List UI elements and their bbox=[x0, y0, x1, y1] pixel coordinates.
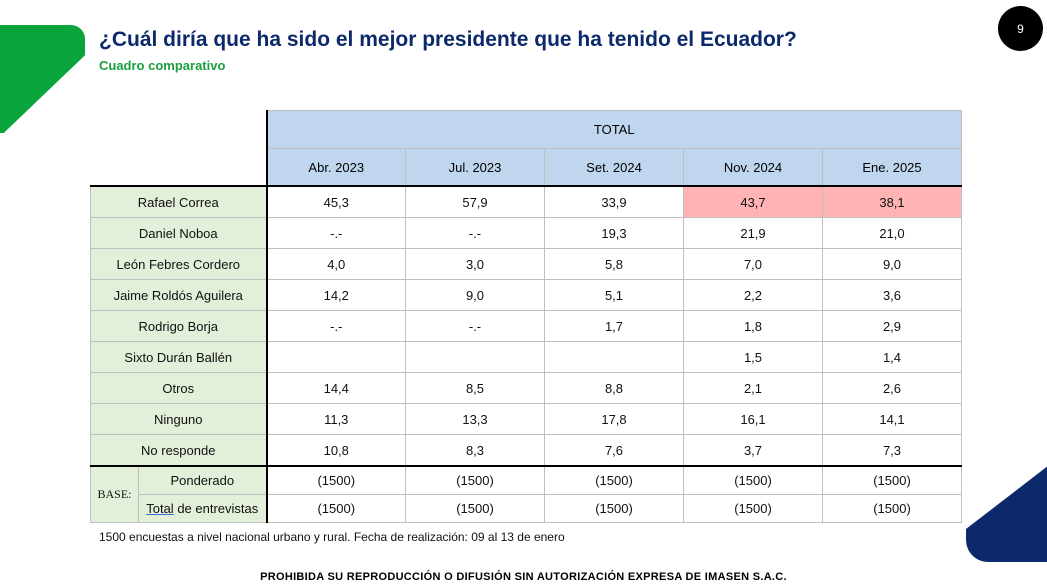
table-cell: 14,1 bbox=[822, 403, 962, 435]
table-cell: (1500) bbox=[266, 465, 406, 495]
base-row: BASE: Ponderado (1500) (1500) (1500) (15… bbox=[90, 465, 962, 523]
table-cell: 5,1 bbox=[544, 279, 684, 311]
row-label: León Febres Cordero bbox=[90, 248, 268, 280]
table-row: León Febres Cordero 4,0 3,0 5,8 7,0 9,0 bbox=[90, 248, 962, 280]
table-cell: 8,5 bbox=[405, 372, 545, 404]
table-cell: 1,4 bbox=[822, 341, 962, 373]
period-header: Set. 2024 bbox=[544, 148, 684, 187]
period-header: Nov. 2024 bbox=[683, 148, 823, 187]
page-title: ¿Cuál diría que ha sido el mejor preside… bbox=[99, 28, 797, 51]
base-sub-label: Total de entrevistas bbox=[138, 494, 268, 523]
decorative-green-shape bbox=[0, 25, 85, 133]
row-label: Jaime Roldós Aguilera bbox=[90, 279, 268, 311]
page-number-badge: 9 bbox=[998, 6, 1043, 51]
table-row: Jaime Roldós Aguilera 14,2 9,0 5,1 2,2 3… bbox=[90, 279, 962, 311]
table-cell: (1500) bbox=[822, 494, 962, 523]
table-cell: 57,9 bbox=[405, 185, 545, 218]
table-row: Otros 14,4 8,5 8,8 2,1 2,6 bbox=[90, 372, 962, 404]
table-cell: (1500) bbox=[405, 494, 545, 523]
table-cell: 33,9 bbox=[544, 185, 684, 218]
table-cell: 1,5 bbox=[683, 341, 823, 373]
table-cell: -.- bbox=[405, 310, 545, 342]
table-cell: 16,1 bbox=[683, 403, 823, 435]
table-cell bbox=[266, 341, 406, 373]
table-cell: 9,0 bbox=[822, 248, 962, 280]
highlighted-cell: 43,7 bbox=[683, 185, 823, 218]
table-cell: (1500) bbox=[683, 465, 823, 495]
table-cell bbox=[544, 341, 684, 373]
row-label: Daniel Noboa bbox=[90, 217, 268, 249]
row-label: Sixto Durán Ballén bbox=[90, 341, 268, 373]
table-cell: 5,8 bbox=[544, 248, 684, 280]
table-cell: 7,6 bbox=[544, 434, 684, 467]
table-cell: 8,8 bbox=[544, 372, 684, 404]
row-label: Rodrigo Borja bbox=[90, 310, 268, 342]
table-cell: (1500) bbox=[544, 494, 684, 523]
table-cell: (1500) bbox=[544, 465, 684, 495]
table-cell: 14,4 bbox=[266, 372, 406, 404]
comparison-table: TOTAL Abr. 2023 Jul. 2023 Set. 2024 Nov.… bbox=[90, 110, 962, 523]
table-cell: 1,8 bbox=[683, 310, 823, 342]
table-row: Sixto Durán Ballén 1,5 1,4 bbox=[90, 341, 962, 373]
table-corner bbox=[90, 110, 267, 186]
table-cell: (1500) bbox=[266, 494, 406, 523]
base-sub-label: Ponderado bbox=[138, 465, 268, 495]
table-row: Rodrigo Borja -.- -.- 1,7 1,8 2,9 bbox=[90, 310, 962, 342]
period-header: Ene. 2025 bbox=[822, 148, 962, 187]
table-cell: 8,3 bbox=[405, 434, 545, 467]
decorative-navy-shape bbox=[966, 452, 1047, 562]
table-row: Rafael Correa 45,3 57,9 33,9 43,7 38,1 bbox=[90, 185, 962, 218]
table-cell bbox=[405, 341, 545, 373]
table-cell: (1500) bbox=[405, 465, 545, 495]
row-label: Ninguno bbox=[90, 403, 268, 435]
table-cell: 3,7 bbox=[683, 434, 823, 467]
table-cell: 1,7 bbox=[544, 310, 684, 342]
table-cell: 7,3 bbox=[822, 434, 962, 467]
table-cell: 3,6 bbox=[822, 279, 962, 311]
table-cell: 13,3 bbox=[405, 403, 545, 435]
table-cell: 14,2 bbox=[266, 279, 406, 311]
highlighted-cell: 38,1 bbox=[822, 185, 962, 218]
table-cell: 17,8 bbox=[544, 403, 684, 435]
table-cell: (1500) bbox=[683, 494, 823, 523]
table-cell: 2,1 bbox=[683, 372, 823, 404]
table-cell: 45,3 bbox=[266, 185, 406, 218]
table-cell: 3,0 bbox=[405, 248, 545, 280]
footnote: 1500 encuestas a nivel nacional urbano y… bbox=[99, 530, 565, 544]
base-row: Total de entrevistas (1500) (1500) (1500… bbox=[91, 494, 962, 523]
copyright-footer: PROHIBIDA SU REPRODUCCIÓN O DIFUSIÓN SIN… bbox=[260, 571, 787, 583]
table-cell: 21,0 bbox=[822, 217, 962, 249]
table-cell: 2,9 bbox=[822, 310, 962, 342]
period-header: Abr. 2023 bbox=[265, 148, 406, 187]
table-cell: 7,0 bbox=[683, 248, 823, 280]
row-label: No responde bbox=[90, 434, 268, 467]
table-cell: 9,0 bbox=[405, 279, 545, 311]
table-cell: 2,6 bbox=[822, 372, 962, 404]
table-cell: -.- bbox=[266, 310, 406, 342]
table-cell: 2,2 bbox=[683, 279, 823, 311]
page-subtitle: Cuadro comparativo bbox=[99, 58, 226, 73]
table-row: Daniel Noboa -.- -.- 19,3 21,9 21,0 bbox=[90, 217, 962, 249]
table-cell: 10,8 bbox=[266, 434, 406, 467]
row-label: Rafael Correa bbox=[90, 185, 268, 218]
base-sub-label-part: Total bbox=[146, 501, 174, 516]
table-cell: -.- bbox=[405, 217, 545, 249]
table-cell: 11,3 bbox=[266, 403, 406, 435]
base-sub-label-part: de entrevistas bbox=[173, 501, 259, 516]
table-cell: 19,3 bbox=[544, 217, 684, 249]
table-group-header: TOTAL bbox=[265, 110, 962, 149]
table-row: Ninguno 11,3 13,3 17,8 16,1 14,1 bbox=[90, 403, 962, 435]
period-header: Jul. 2023 bbox=[405, 148, 545, 187]
table-cell: 21,9 bbox=[683, 217, 823, 249]
base-label: BASE: bbox=[90, 465, 139, 523]
table-cell: (1500) bbox=[822, 465, 962, 495]
row-label: Otros bbox=[90, 372, 268, 404]
table-cell: -.- bbox=[266, 217, 406, 249]
table-row: No responde 10,8 8,3 7,6 3,7 7,3 bbox=[90, 434, 962, 467]
table-cell: 4,0 bbox=[266, 248, 406, 280]
